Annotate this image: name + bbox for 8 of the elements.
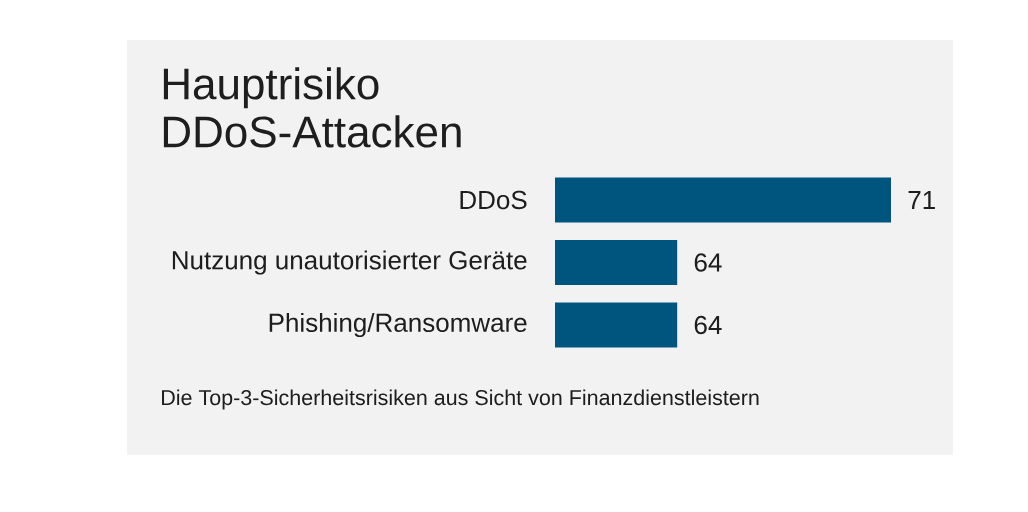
data-label: 64 (694, 253, 722, 272)
data-label: 71 (908, 191, 935, 209)
y-tick-label: Phishing/Ransomware (269, 312, 527, 338)
y-tick-label: Nutzung unautorisierter Geräte (172, 250, 527, 275)
chart-title: Hauptrisiko DDoS-Attacken (163, 67, 461, 148)
y-tick-label: DDoS (460, 190, 527, 210)
text: Die Top-3-Sicherheitsrisiken aus Sicht von Finanzdienstleistern (162, 389, 759, 410)
data-label: 64 (694, 315, 722, 335)
